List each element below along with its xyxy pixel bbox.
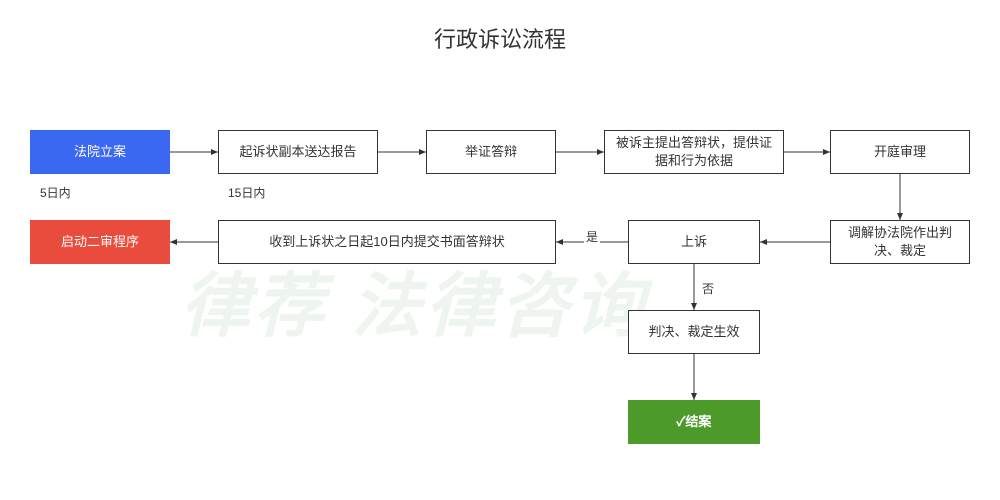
edge-label-n7-n8: 是: [584, 228, 600, 245]
flow-node-n3: 举证答辩: [426, 130, 556, 174]
flow-node-n6: 调解协法院作出判决、裁定: [830, 220, 970, 264]
edge-label-n7-n10: 否: [700, 280, 716, 297]
flow-node-n10: 判决、裁定生效: [628, 310, 760, 354]
flow-node-n8: 收到上诉状之日起10日内提交书面答辩状: [218, 220, 556, 264]
flow-node-n4: 被诉主提出答辩状，提供证据和行为依据: [604, 130, 784, 174]
flow-node-n9: 启动二审程序: [30, 220, 170, 264]
node-caption-n1: 5日内: [40, 184, 71, 201]
flow-node-n2: 起诉状副本送达报告: [218, 130, 378, 174]
flow-node-n7: 上诉: [628, 220, 760, 264]
flow-node-n5: 开庭审理: [830, 130, 970, 174]
flow-node-n1: 法院立案: [30, 130, 170, 174]
node-caption-n2: 15日内: [228, 184, 265, 201]
flow-node-n11: ✓结案: [628, 400, 760, 444]
